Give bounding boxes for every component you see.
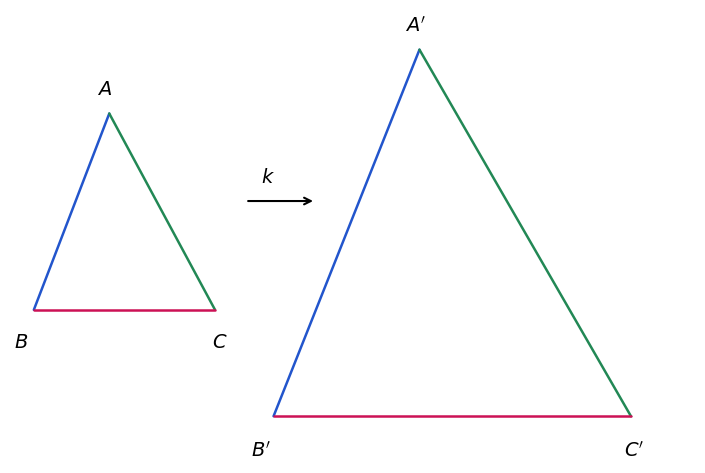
- Text: $B$: $B$: [14, 333, 28, 352]
- Text: $C'$: $C'$: [624, 441, 645, 461]
- Text: $A$: $A$: [97, 80, 112, 99]
- Text: $B'$: $B'$: [251, 441, 271, 461]
- Text: $C$: $C$: [212, 333, 228, 352]
- Text: $A'$: $A'$: [405, 16, 427, 35]
- Text: $k$: $k$: [261, 168, 275, 187]
